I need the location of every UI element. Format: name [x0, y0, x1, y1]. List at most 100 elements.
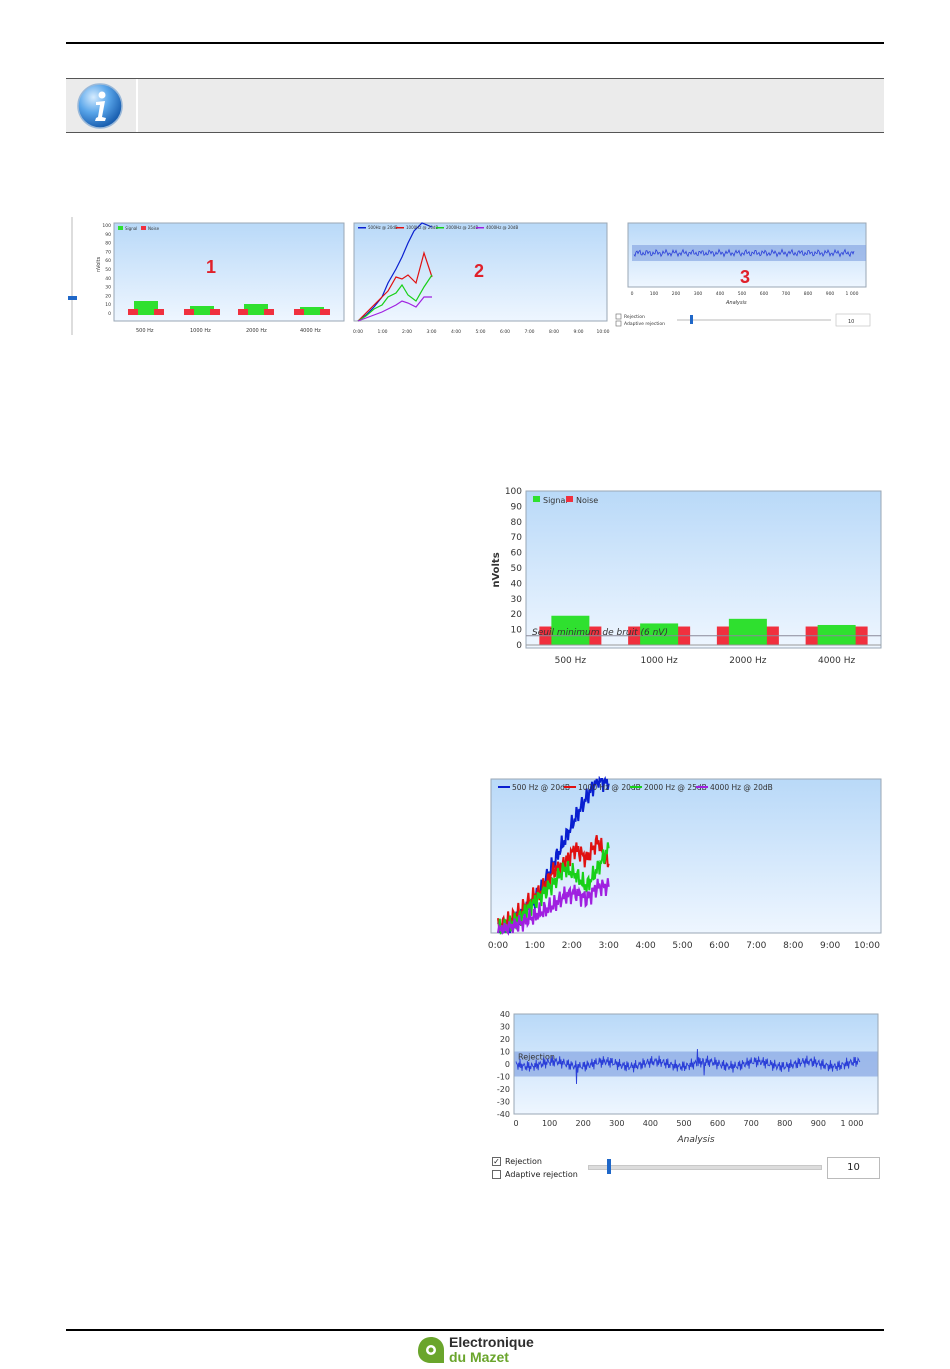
svg-text:1 000: 1 000: [846, 291, 859, 297]
company-logo: Electronique du Mazet: [416, 1333, 546, 1367]
overview-label-2: 2: [474, 261, 484, 281]
svg-text:2:00: 2:00: [402, 329, 412, 335]
svg-text:800: 800: [804, 291, 813, 297]
rejection-label: Rejection: [505, 1157, 542, 1166]
noise-y-tick-label: -10: [497, 1073, 510, 1082]
svg-text:4000Hz @ 20dB: 4000Hz @ 20dB: [486, 225, 518, 230]
bar-y-tick-label: 10: [511, 626, 523, 636]
svg-text:5:00: 5:00: [475, 329, 485, 335]
svg-text:2000 Hz: 2000 Hz: [246, 328, 267, 334]
legend-swatch-noise: [566, 496, 573, 502]
rejection-slider[interactable]: [588, 1165, 822, 1170]
svg-text:400: 400: [716, 291, 725, 297]
svg-text:4000 Hz: 4000 Hz: [300, 328, 321, 334]
noise-plot-frame: [513, 1013, 879, 1115]
svg-text:40: 40: [105, 276, 111, 282]
svg-text:2000Hz @ 25dB: 2000Hz @ 25dB: [446, 225, 478, 230]
footer-rule: [66, 1329, 884, 1331]
svg-text:Rejection: Rejection: [624, 314, 645, 320]
line-x-tick-label: 6:00: [709, 941, 729, 951]
noise-x-tick-label: 500: [676, 1119, 691, 1128]
noise-chart: Rejection 40 30 20 10 0 -10 -20 -30 -40 0 100 200 3…: [486, 1008, 886, 1148]
overview-marker: [68, 296, 77, 300]
bar-x-tick-label: 2000 Hz: [729, 656, 767, 666]
info-separator: [136, 79, 138, 132]
svg-text:Analysis: Analysis: [725, 300, 747, 306]
line-plot-frame: [490, 778, 882, 934]
info-icon: [76, 82, 124, 130]
noise-y-tick-label: 0: [505, 1060, 510, 1069]
legend-label-noise: Noise: [576, 496, 598, 505]
svg-text:500Hz @ 20dB: 500Hz @ 20dB: [368, 225, 398, 230]
logo-line-1: Electronique: [449, 1334, 534, 1350]
line-legend-label: 1000 Hz @ 20dB: [578, 783, 641, 792]
line-legend-label: 500 Hz @ 20dB: [512, 783, 570, 792]
svg-text:nVolts: nVolts: [96, 256, 102, 272]
svg-text:70: 70: [105, 249, 111, 255]
svg-text:1:00: 1:00: [377, 329, 387, 335]
rejection-value-field[interactable]: 10: [827, 1157, 880, 1179]
svg-text:4:00: 4:00: [451, 329, 461, 335]
bar-x-tick-label: 500 Hz: [555, 656, 587, 666]
bar-y-tick-label: 80: [511, 518, 523, 528]
line-legend-swatch: [498, 786, 510, 788]
adaptive-rejection-label: Adaptive rejection: [505, 1170, 578, 1179]
svg-text:Signal: Signal: [125, 226, 137, 231]
noise-x-tick-label: 1 000: [840, 1119, 863, 1128]
line-x-tick-label: 5:00: [672, 941, 692, 951]
bar-signal: [551, 615, 590, 645]
svg-text:600: 600: [760, 291, 769, 297]
svg-text:10:00: 10:00: [597, 329, 610, 335]
bar-signal: [728, 618, 767, 645]
noise-x-tick-label: 700: [744, 1119, 759, 1128]
svg-text:100: 100: [102, 223, 111, 229]
line-legend-swatch: [696, 786, 708, 788]
bar-y-tick-label: 100: [505, 487, 522, 497]
overview-noise-panel: 0 100 200 300 400 500 600 700 800 900 1 000 Analys…: [615, 222, 871, 327]
bar-y-tick-label: 60: [511, 549, 523, 559]
bar-y-axis-label: nVolts: [491, 552, 502, 587]
noise-y-tick-label: 20: [500, 1035, 510, 1044]
adaptive-rejection-checkbox[interactable]: [492, 1170, 501, 1179]
bar-x-tick-label: 1000 Hz: [640, 656, 678, 666]
noise-x-tick-label: 600: [710, 1119, 725, 1128]
svg-text:Noise: Noise: [148, 226, 160, 231]
line-x-tick-label: 9:00: [820, 941, 840, 951]
header-rule: [66, 42, 884, 44]
rejection-checkbox[interactable]: ✓: [492, 1157, 501, 1166]
svg-text:300: 300: [694, 291, 703, 297]
noise-x-tick-label: 300: [609, 1119, 624, 1128]
noise-x-tick-label: 200: [576, 1119, 591, 1128]
overview-label-3: 3: [740, 267, 750, 287]
bar-y-tick-label: 40: [511, 579, 523, 589]
bar-x-tick-label: 4000 Hz: [818, 656, 856, 666]
bar-y-tick-label: 70: [511, 533, 523, 543]
svg-text:80: 80: [105, 241, 111, 247]
line-legend-label: 4000 Hz @ 20dB: [710, 783, 773, 792]
legend-swatch-signal: [533, 496, 540, 502]
svg-text:7:00: 7:00: [524, 329, 534, 335]
noise-y-tick-label: -30: [497, 1098, 510, 1107]
bar-y-tick-label: 0: [516, 641, 522, 651]
noise-y-tick-label: 40: [500, 1010, 510, 1019]
svg-text:0: 0: [631, 291, 634, 297]
noise-x-tick-label: 800: [777, 1119, 792, 1128]
svg-text:0:00: 0:00: [353, 329, 363, 335]
rejection-slider-thumb[interactable]: [607, 1159, 611, 1174]
line-x-tick-label: 3:00: [599, 941, 619, 951]
svg-text:700: 700: [782, 291, 791, 297]
noise-trace: [515, 1048, 861, 1085]
svg-text:90: 90: [105, 232, 111, 238]
line-x-tick-label: 10:00: [854, 941, 880, 951]
svg-text:Adaptive rejection: Adaptive rejection: [624, 321, 665, 327]
svg-text:30: 30: [105, 285, 111, 291]
bar-signal: [640, 623, 679, 645]
svg-text:60: 60: [105, 258, 111, 264]
line-x-tick-label: 4:00: [635, 941, 655, 951]
overview-label-1: 1: [206, 257, 216, 277]
line-x-tick-label: 1:00: [525, 941, 545, 951]
noise-x-axis-label: Analysis: [676, 1135, 714, 1145]
svg-text:6:00: 6:00: [500, 329, 510, 335]
svg-text:8:00: 8:00: [549, 329, 559, 335]
bar-signal: [817, 624, 856, 645]
